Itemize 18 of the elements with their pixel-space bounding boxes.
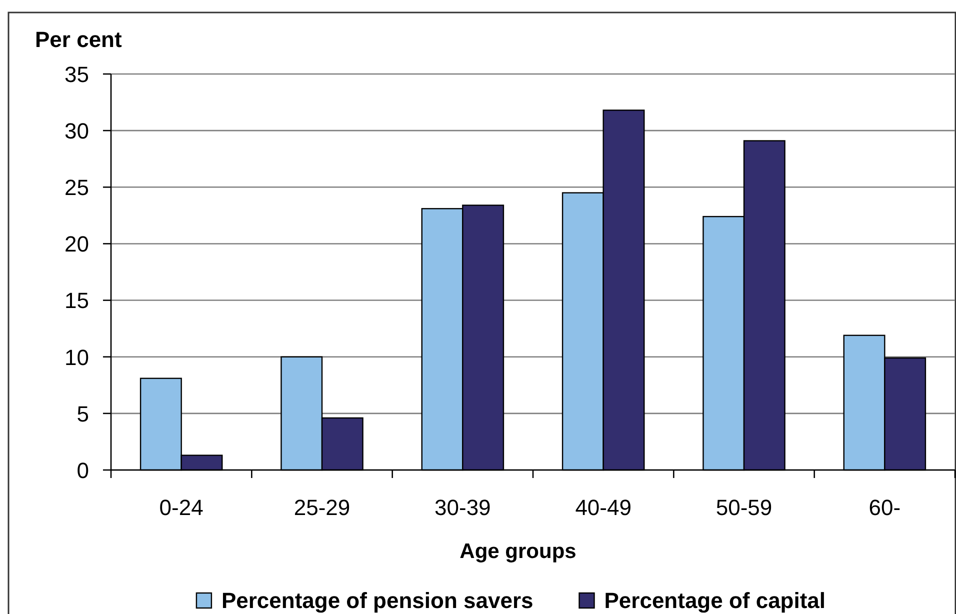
legend-label: Percentage of capital xyxy=(604,588,826,613)
x-tick-label: 30-39 xyxy=(434,495,491,520)
y-tick-label: 15 xyxy=(64,288,89,314)
x-tick-label: 25-29 xyxy=(294,495,350,520)
y-tick-label: 35 xyxy=(64,62,89,87)
y-tick-label: 30 xyxy=(64,118,89,144)
y-tick-label: 5 xyxy=(76,401,89,426)
y-tick-label: 0 xyxy=(76,458,89,483)
x-axis-title: Age groups xyxy=(460,540,576,563)
y-axis-title: Per cent xyxy=(35,27,122,52)
y-tick-label: 10 xyxy=(64,344,89,370)
x-tick-label: 0-24 xyxy=(159,495,204,520)
x-tick-label: 40-49 xyxy=(575,495,632,520)
x-tick-label: 60- xyxy=(868,495,901,520)
x-tick-label: 50-59 xyxy=(716,495,772,520)
legend-label: Percentage of pension savers xyxy=(221,588,534,613)
y-tick-label: 20 xyxy=(64,232,89,257)
y-tick-label: 25 xyxy=(64,175,89,200)
